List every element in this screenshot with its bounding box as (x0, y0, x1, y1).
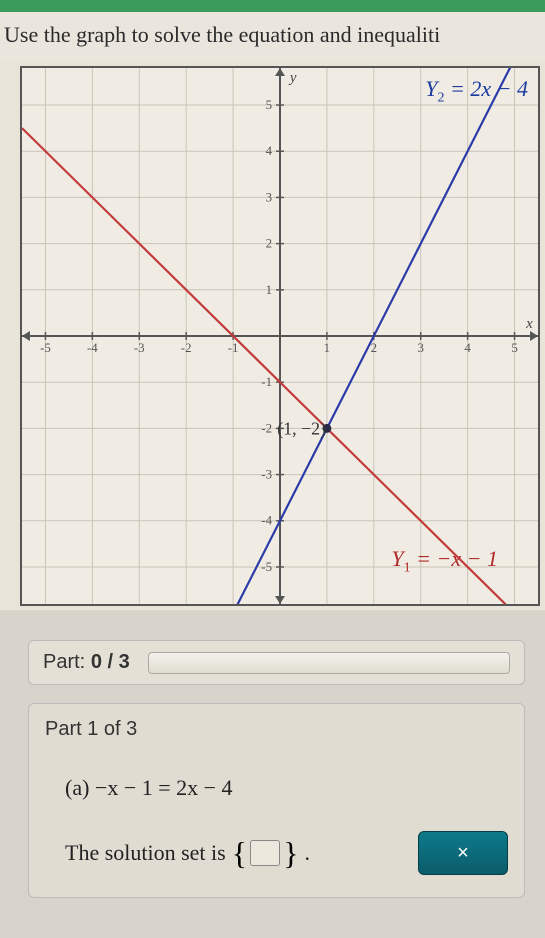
solution-set-braces: {} (232, 835, 299, 872)
part-title: Part 1 of 3 (45, 718, 508, 741)
svg-text:-5: -5 (40, 341, 51, 355)
equation-y2-label: Y2 = 2x − 4 (425, 76, 528, 106)
top-green-bar (0, 0, 545, 12)
svg-text:1: 1 (266, 283, 272, 297)
svg-text:x: x (525, 316, 533, 332)
svg-text:3: 3 (418, 341, 424, 355)
svg-text:-2: -2 (261, 421, 272, 435)
svg-text:-1: -1 (228, 341, 239, 355)
svg-text:-1: -1 (261, 375, 272, 389)
graph: -5-4-3-2-112345-5-4-3-2-112345yx(1, −2) … (20, 66, 540, 606)
progress-bar (148, 652, 510, 674)
svg-text:-2: -2 (181, 341, 192, 355)
answer-input[interactable] (250, 840, 280, 866)
svg-text:(1, −2): (1, −2) (277, 418, 326, 439)
svg-text:2: 2 (371, 341, 377, 355)
progress-label: Part: 0 / 3 (43, 651, 130, 674)
progress-panel: Part: 0 / 3 (28, 640, 525, 685)
part-panel: Part 1 of 3 (a) −x − 1 = 2x − 4 The solu… (28, 703, 525, 898)
svg-text:-3: -3 (261, 468, 272, 482)
svg-text:5: 5 (266, 98, 272, 112)
svg-text:1: 1 (324, 341, 330, 355)
answer-prompt: The solution set is (65, 840, 226, 866)
question-text: (a) −x − 1 = 2x − 4 (65, 775, 508, 801)
svg-text:3: 3 (266, 190, 272, 204)
svg-text:4: 4 (464, 341, 471, 355)
equation-y1-label: Y1 = −x − 1 (391, 546, 498, 576)
graph-panel: -5-4-3-2-112345-5-4-3-2-112345yx(1, −2) … (0, 62, 545, 610)
svg-text:5: 5 (511, 341, 517, 355)
svg-text:2: 2 (266, 237, 272, 251)
answer-row: The solution set is {} . × (65, 831, 508, 875)
svg-text:-5: -5 (261, 560, 272, 574)
svg-text:y: y (288, 70, 297, 86)
svg-text:-4: -4 (87, 341, 98, 355)
svg-text:-3: -3 (134, 341, 145, 355)
close-button[interactable]: × (418, 831, 508, 875)
graph-svg: -5 -4 -3 -2 -1 1 2 3 4 5 -5 -4 -3 -2 -1 1 2 3 4 5 y x (1, −2) (22, 68, 538, 604)
svg-text:4: 4 (266, 144, 273, 158)
period: . (304, 840, 310, 866)
close-icon: × (457, 842, 469, 865)
instruction-text: Use the graph to solve the equation and … (0, 12, 545, 62)
svg-text:-4: -4 (261, 514, 272, 528)
